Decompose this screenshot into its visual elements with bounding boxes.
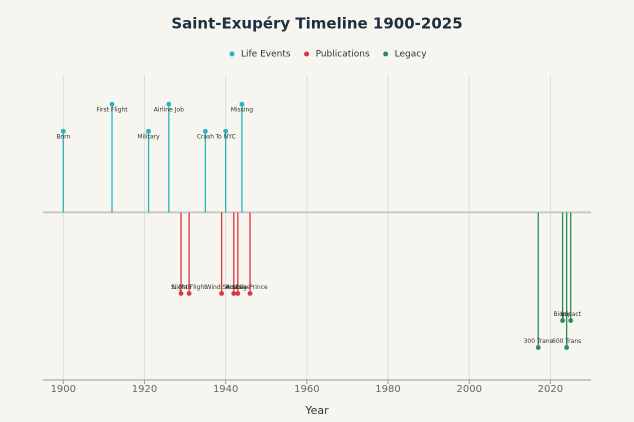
legend-label: Publications: [316, 50, 370, 60]
chart-title: Saint-Exupéry Timeline 1900-2025: [171, 15, 462, 33]
event-dot: [202, 128, 208, 134]
x-tick-label: 2020: [538, 384, 563, 395]
event-dot: [146, 128, 151, 134]
event-label: Little Prince: [232, 284, 268, 291]
event-label: Wind Sand: [206, 284, 238, 291]
event-label: First Flight: [96, 107, 128, 114]
x-axis-label: Year: [304, 404, 329, 417]
event-label: Impact: [560, 311, 581, 318]
event-label: Crash: [197, 134, 214, 141]
x-tick-label: 1900: [51, 384, 76, 395]
event-dot: [239, 101, 245, 107]
event-label: To NYC: [215, 134, 236, 141]
event-dot: [60, 128, 66, 134]
event-dot: [219, 291, 225, 296]
event-label: Missing: [231, 107, 254, 114]
event-dot: [166, 101, 172, 107]
event-label: Military: [137, 134, 160, 141]
legend-marker: [383, 51, 389, 57]
event-label: Hostage: [225, 284, 250, 291]
event-label: 600 Trans: [552, 338, 581, 345]
x-tick-label: 1940: [213, 384, 238, 395]
legend-marker: [304, 51, 310, 57]
event-dot: [235, 291, 241, 296]
event-dot: [247, 291, 253, 296]
event-label: Arras: [226, 284, 242, 291]
event-label: 300 Trans: [524, 338, 553, 345]
legend-marker: [229, 51, 235, 57]
event-dot: [231, 291, 237, 296]
x-tick-label: 2000: [456, 384, 481, 395]
event-dot: [109, 101, 115, 107]
event-dot: [223, 128, 229, 134]
event-dot: [178, 291, 184, 296]
event-label: Night Flight: [172, 284, 207, 291]
event-dot: [568, 318, 574, 323]
event-label: Biopic: [553, 311, 571, 318]
event-dot: [564, 345, 570, 350]
legend-label: Legacy: [395, 50, 428, 60]
event-label: Airline Job: [154, 107, 184, 114]
event-label: Born: [56, 134, 70, 141]
x-tick-label: 1920: [132, 384, 157, 395]
event-dot: [186, 291, 192, 296]
x-tick-label: 1980: [375, 384, 400, 395]
x-tick-label: 1960: [294, 384, 319, 395]
event-dot: [560, 318, 565, 323]
legend-label: Life Events: [241, 50, 291, 60]
event-label: S. Mail: [171, 284, 191, 291]
event-dot: [535, 345, 541, 350]
